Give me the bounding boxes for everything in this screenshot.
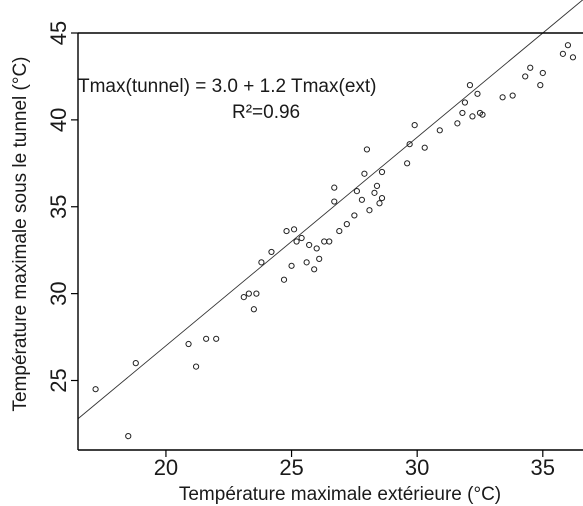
data-point xyxy=(454,120,461,127)
data-point xyxy=(363,146,371,153)
data-point xyxy=(293,238,300,245)
data-point xyxy=(298,234,305,242)
data-point xyxy=(461,99,469,106)
x-tick-label: 25 xyxy=(279,455,303,480)
data-point xyxy=(245,290,252,297)
data-point xyxy=(569,54,577,61)
data-point xyxy=(404,160,411,167)
data-point xyxy=(406,141,413,148)
data-point xyxy=(474,90,481,97)
data-point xyxy=(258,259,265,266)
r-squared-label: R²=0.96 xyxy=(232,102,300,123)
data-point xyxy=(358,196,366,203)
data-point xyxy=(509,92,516,99)
data-point xyxy=(559,50,567,57)
data-point xyxy=(316,255,323,262)
y-axis-title: Température maximale sous le tunnel (°C) xyxy=(10,56,31,411)
data-point xyxy=(280,276,288,283)
data-point xyxy=(479,111,486,118)
x-tick-label: 20 xyxy=(154,455,178,480)
y-tick-label: 45 xyxy=(46,21,71,45)
regression-line xyxy=(77,0,583,420)
data-point xyxy=(361,170,368,177)
data-point xyxy=(321,238,328,245)
data-point xyxy=(366,207,373,214)
data-point xyxy=(376,200,383,207)
data-point xyxy=(373,182,381,189)
data-point xyxy=(125,433,132,440)
y-tick-label: 25 xyxy=(46,368,71,392)
data-point xyxy=(331,184,338,191)
data-point xyxy=(240,294,247,301)
data-point xyxy=(537,82,544,89)
data-point xyxy=(411,121,418,129)
data-point xyxy=(436,127,443,134)
data-point xyxy=(326,238,333,245)
data-point xyxy=(351,212,358,219)
data-point xyxy=(378,194,386,202)
data-point xyxy=(290,226,298,233)
plot-area xyxy=(77,0,583,420)
data-point xyxy=(336,227,343,235)
data-point xyxy=(313,245,320,252)
y-tick-label: 30 xyxy=(46,281,71,305)
data-point xyxy=(469,113,476,120)
data-point xyxy=(353,188,360,195)
data-point xyxy=(268,248,275,256)
x-tick-label: 35 xyxy=(531,455,555,480)
data-point xyxy=(92,386,99,393)
axes: 20 25 30 35 25 30 35 40 45 xyxy=(46,21,583,480)
data-points xyxy=(92,42,577,440)
data-point xyxy=(343,221,350,228)
data-point xyxy=(466,82,474,89)
y-tick-label: 40 xyxy=(46,108,71,132)
data-point xyxy=(303,259,310,266)
data-point xyxy=(499,94,506,101)
data-point xyxy=(331,198,338,205)
data-point xyxy=(306,241,313,249)
data-point xyxy=(311,266,318,273)
data-point xyxy=(378,168,386,176)
y-tick-label: 35 xyxy=(46,195,71,219)
x-tick-label: 30 xyxy=(405,455,429,480)
x-axis-title: Température maximale extérieure (°C) xyxy=(179,484,501,505)
data-point xyxy=(564,42,572,49)
data-point xyxy=(421,144,428,151)
data-point xyxy=(522,73,529,80)
data-point xyxy=(288,262,295,269)
data-point xyxy=(213,335,220,342)
data-point xyxy=(527,64,534,71)
data-point xyxy=(185,340,192,348)
data-point xyxy=(250,306,257,313)
regression-equation: Tmax(tunnel) = 3.0 + 1.2 Tmax(ext) xyxy=(78,76,377,97)
data-point xyxy=(283,227,290,235)
data-point xyxy=(203,335,210,342)
data-point xyxy=(539,69,546,77)
data-point xyxy=(459,109,466,117)
data-point xyxy=(371,189,378,196)
data-point xyxy=(132,360,139,367)
data-point xyxy=(192,363,200,370)
data-point xyxy=(253,290,260,297)
